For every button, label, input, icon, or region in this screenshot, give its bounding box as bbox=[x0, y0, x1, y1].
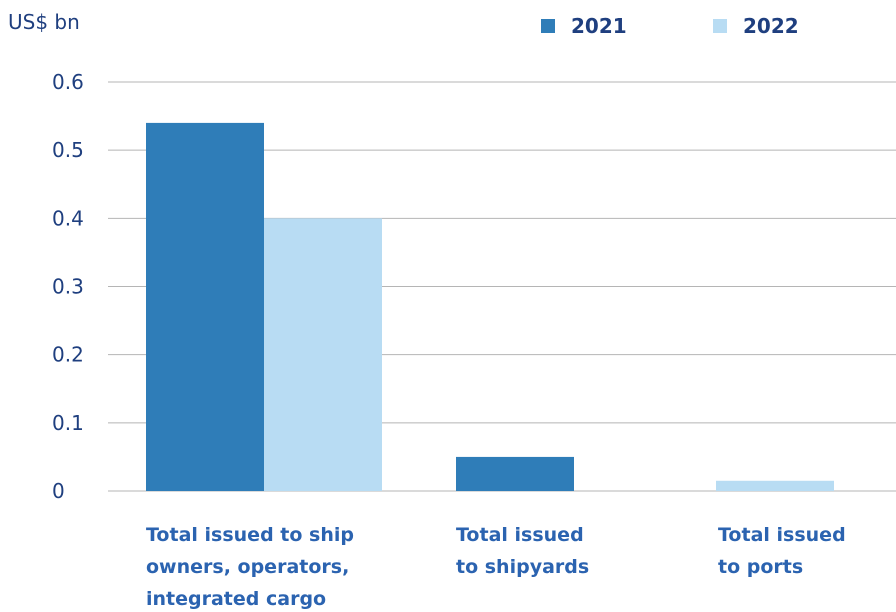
y-tick-label: 0 bbox=[52, 479, 65, 503]
legend: 2021 2022 bbox=[541, 14, 799, 38]
y-tick-label: 0.3 bbox=[52, 275, 84, 299]
y-tick-label: 0.4 bbox=[52, 206, 84, 230]
category-label: to ports bbox=[718, 556, 803, 578]
legend-swatch-2022 bbox=[713, 19, 727, 33]
y-tick-labels: 0 0.1 0.2 0.3 0.4 0.5 0.6 bbox=[52, 70, 84, 503]
category-labels: Total issued to ship owners, operators, in… bbox=[146, 524, 846, 610]
legend-swatch-2021 bbox=[541, 19, 555, 33]
y-tick-label: 0.1 bbox=[52, 411, 84, 435]
legend-label-2021: 2021 bbox=[571, 14, 627, 38]
bar-2021-0 bbox=[146, 122, 264, 492]
bars bbox=[146, 122, 834, 492]
y-axis-unit-label: US$ bn bbox=[8, 10, 80, 34]
bar-2022-0 bbox=[264, 218, 382, 492]
y-tick-label: 0.6 bbox=[52, 70, 84, 94]
category-label: owners, operators, bbox=[146, 556, 349, 578]
category-label: Total issued bbox=[456, 524, 584, 546]
y-tick-label: 0.5 bbox=[52, 138, 84, 162]
legend-label-2022: 2022 bbox=[743, 14, 799, 38]
category-label: Total issued to ship bbox=[146, 524, 354, 546]
bar-2022-2 bbox=[716, 480, 834, 491]
y-tick-label: 0.2 bbox=[52, 343, 84, 367]
bar-2021-1 bbox=[456, 456, 574, 491]
category-label: integrated cargo bbox=[146, 588, 326, 610]
category-label: to shipyards bbox=[456, 556, 589, 578]
category-label: Total issued bbox=[718, 524, 846, 546]
